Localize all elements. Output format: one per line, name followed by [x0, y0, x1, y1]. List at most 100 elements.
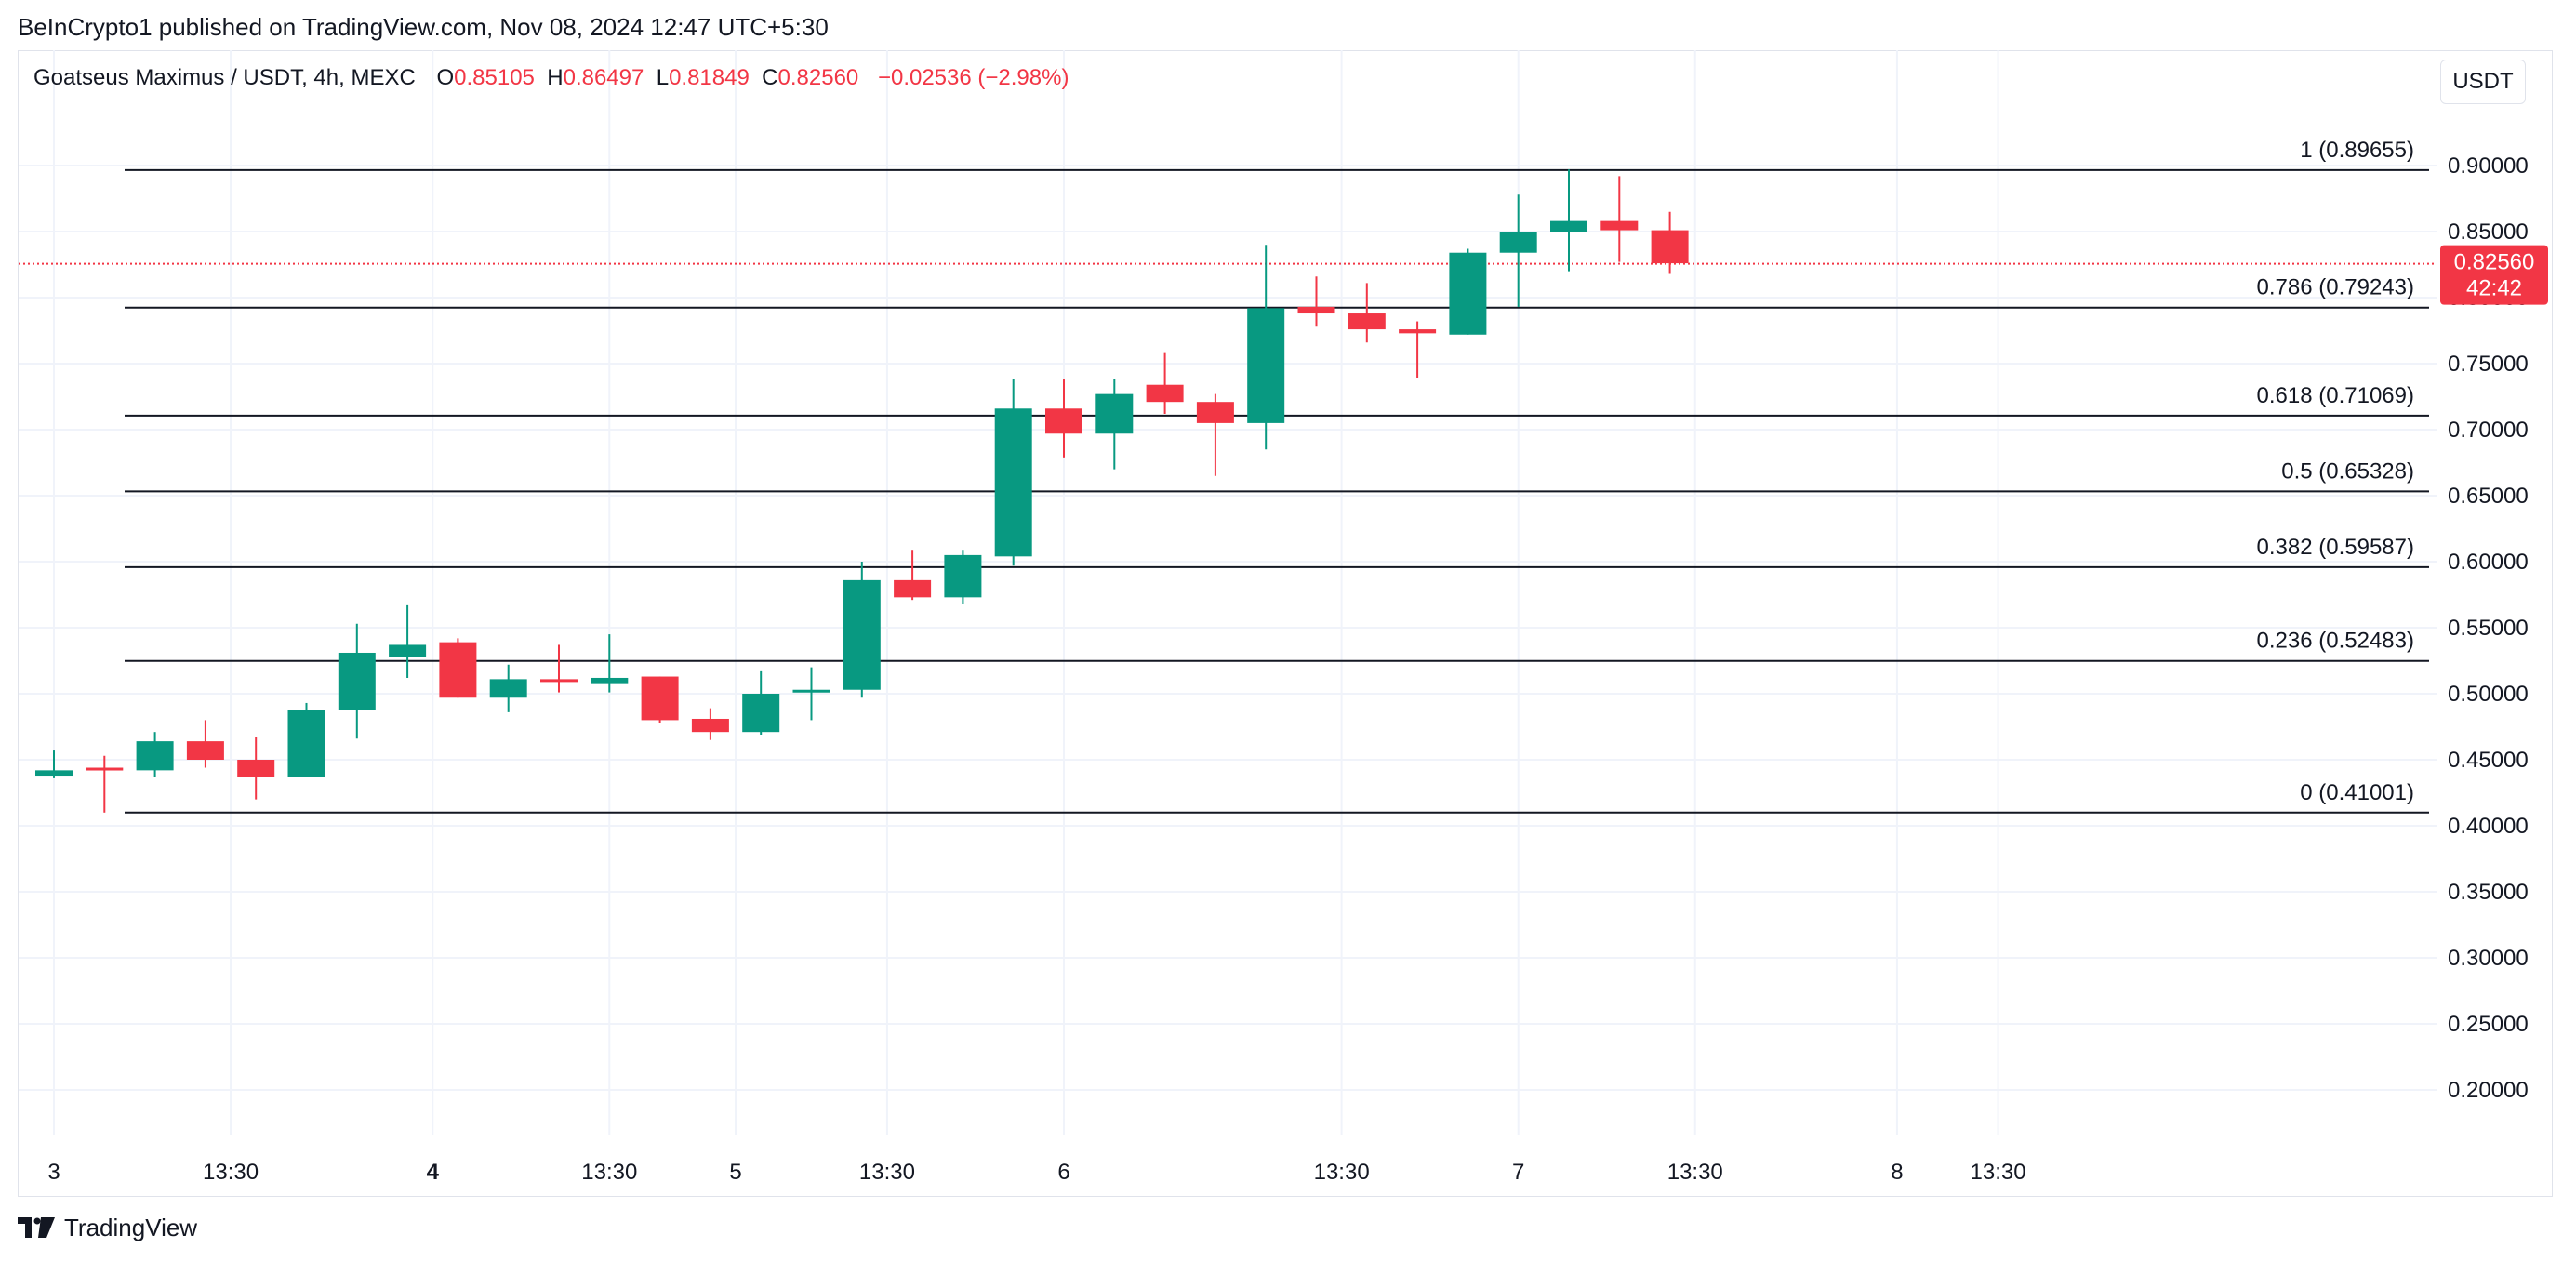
candle-body: [338, 652, 376, 710]
candle[interactable]: [1550, 169, 1587, 272]
candle-body: [742, 694, 780, 733]
candle[interactable]: [1146, 352, 1184, 414]
y-tick-label: 0.75000: [2448, 352, 2529, 377]
candle[interactable]: [843, 562, 881, 698]
x-tick-label: 13:30: [1314, 1160, 1370, 1185]
fib-level-label: 0.382 (0.59587): [2257, 535, 2414, 560]
fib-level-label: 0 (0.41001): [2300, 780, 2414, 805]
low-label: L: [656, 65, 670, 90]
symbol-title[interactable]: Goatseus Maximus / USDT, 4h, MEXC: [33, 65, 416, 90]
candle[interactable]: [691, 708, 729, 740]
x-tick-label: 13:30: [859, 1160, 915, 1185]
candle[interactable]: [742, 670, 780, 736]
candle[interactable]: [1600, 176, 1639, 262]
open-label: O: [436, 65, 455, 90]
candle-body: [1297, 306, 1335, 314]
candle[interactable]: [1045, 379, 1082, 458]
y-tick-label: 0.65000: [2448, 484, 2529, 509]
candle-body: [86, 767, 124, 771]
candle[interactable]: [792, 667, 830, 721]
candle[interactable]: [994, 379, 1032, 566]
candle-body: [1348, 313, 1386, 330]
x-tick-label: 3: [47, 1160, 60, 1185]
candle[interactable]: [1297, 276, 1335, 327]
candle[interactable]: [1348, 283, 1386, 343]
candle[interactable]: [641, 676, 679, 723]
candle-body: [691, 718, 729, 733]
fib-level-label: 0.618 (0.71069): [2257, 383, 2414, 408]
currency-button[interactable]: USDT: [2440, 60, 2526, 104]
price-tag-countdown: 42:42: [2466, 276, 2522, 301]
close-value: 0.82560: [777, 65, 859, 90]
high-label: H: [547, 65, 564, 90]
candle[interactable]: [287, 702, 325, 777]
candle-body: [1045, 408, 1082, 434]
candle[interactable]: [489, 664, 527, 712]
x-tick-label: 8: [1891, 1160, 1903, 1185]
candle[interactable]: [591, 634, 629, 693]
candle-body: [540, 679, 578, 683]
change-value: −0.02536 (−2.98%): [877, 65, 1069, 90]
candle[interactable]: [389, 604, 427, 678]
x-tick-label: 13:30: [1667, 1160, 1723, 1185]
candle[interactable]: [186, 720, 224, 768]
chart-frame: [18, 50, 2553, 1197]
price-tag-value: 0.82560: [2454, 250, 2535, 275]
candle[interactable]: [338, 623, 376, 739]
low-value: 0.81849: [669, 65, 750, 90]
publish-info: BeInCrypto1 published on TradingView.com…: [18, 13, 829, 41]
candle[interactable]: [1499, 194, 1537, 307]
candle[interactable]: [944, 550, 982, 604]
x-tick-label: 4: [427, 1160, 440, 1185]
candle-body: [1449, 252, 1487, 335]
candle-body: [944, 554, 982, 598]
candle-body: [489, 679, 527, 698]
candlestick-chart[interactable]: 1 (0.89655) 0.786 (0.79243) 0.618 (0.71069…: [0, 0, 2576, 1200]
candle-body: [591, 677, 629, 684]
candle[interactable]: [540, 644, 578, 693]
candle[interactable]: [35, 750, 73, 778]
time-axis: 3 13:30 4 13:30 5 13:30 6 13:30 7 13:30 8 13:30: [47, 1160, 2025, 1185]
x-tick-label: 7: [1512, 1160, 1524, 1185]
candle-body: [1399, 329, 1437, 334]
fib-retracement: 1 (0.89655) 0.786 (0.79243) 0.618 (0.71069…: [19, 138, 2437, 814]
candle-body: [35, 770, 73, 777]
candle-body: [237, 760, 275, 777]
candle[interactable]: [1399, 321, 1437, 378]
candle[interactable]: [439, 638, 477, 698]
price-tag-box: [2440, 245, 2548, 305]
y-tick-label: 0.70000: [2448, 418, 2529, 443]
candle-body: [389, 644, 427, 657]
candle-body: [1550, 220, 1587, 232]
candle-body: [439, 642, 477, 698]
y-tick-label: 0.25000: [2448, 1012, 2529, 1037]
y-tick-label: 0.90000: [2448, 153, 2529, 179]
candle[interactable]: [86, 755, 124, 813]
candle-body: [1095, 393, 1134, 434]
y-tick-label: 0.85000: [2448, 219, 2529, 245]
x-tick-label: 6: [1057, 1160, 1069, 1185]
candle[interactable]: [136, 732, 174, 777]
candle[interactable]: [1651, 211, 1689, 274]
candle[interactable]: [894, 550, 932, 601]
y-tick-label: 0.40000: [2448, 814, 2529, 839]
x-tick-label: 5: [729, 1160, 741, 1185]
candle[interactable]: [237, 737, 275, 800]
y-tick-label: 0.50000: [2448, 682, 2529, 707]
open-value: 0.85105: [454, 65, 535, 90]
candle-body: [792, 689, 830, 693]
x-tick-label: 13:30: [581, 1160, 637, 1185]
footer-brand[interactable]: TradingView: [64, 1213, 198, 1241]
candle-body: [994, 408, 1032, 557]
candle[interactable]: [1247, 245, 1285, 450]
fib-level-label: 1 (0.89655): [2300, 138, 2414, 163]
fib-level-label: 0.236 (0.52483): [2257, 629, 2414, 654]
footer: TradingView: [18, 1214, 197, 1241]
y-tick-label: 0.30000: [2448, 946, 2529, 971]
candles: [35, 169, 1689, 813]
candle[interactable]: [1095, 379, 1134, 470]
high-value: 0.86497: [563, 65, 644, 90]
candle-body: [136, 741, 174, 771]
candle[interactable]: [1196, 393, 1234, 476]
candle[interactable]: [1449, 248, 1487, 335]
